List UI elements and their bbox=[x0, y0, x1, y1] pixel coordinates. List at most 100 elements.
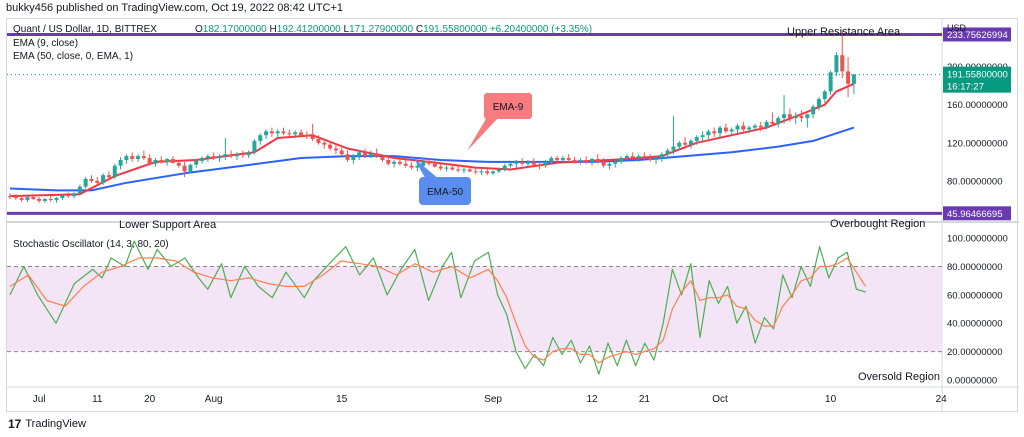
candle-body bbox=[95, 180, 100, 183]
stoch-k-line bbox=[9, 240, 866, 375]
candle bbox=[811, 104, 816, 119]
candle-body bbox=[229, 154, 234, 157]
candle-body bbox=[205, 156, 210, 159]
candle-body bbox=[613, 161, 618, 164]
candle bbox=[42, 198, 47, 203]
candle bbox=[95, 177, 100, 185]
candle bbox=[607, 161, 612, 170]
candle-body bbox=[822, 91, 827, 99]
candle-body bbox=[479, 171, 484, 173]
candle-body bbox=[805, 114, 810, 119]
candle-body bbox=[141, 156, 146, 159]
stochastic-layer bbox=[9, 240, 867, 375]
time-tick-label: 15 bbox=[336, 394, 348, 405]
resistance-price-tag bbox=[943, 27, 1011, 42]
candle-body bbox=[758, 125, 763, 128]
candle bbox=[491, 170, 496, 176]
last-price-countdown: 16:17:27 bbox=[947, 82, 984, 93]
candle bbox=[246, 150, 251, 159]
candle bbox=[851, 73, 856, 94]
stoch-tick-label: 0.00000000 bbox=[947, 375, 997, 386]
candle-body bbox=[136, 156, 141, 159]
candle bbox=[595, 154, 600, 164]
candle bbox=[502, 163, 507, 172]
candle-body bbox=[72, 193, 77, 197]
candle-body bbox=[415, 165, 420, 168]
candle-body bbox=[188, 164, 193, 172]
candle bbox=[805, 114, 810, 128]
candle bbox=[688, 139, 693, 149]
candle-body bbox=[578, 159, 583, 162]
candle bbox=[723, 123, 728, 134]
candle-body bbox=[194, 160, 199, 165]
candle-body bbox=[566, 158, 571, 160]
ema-9-legend[interactable]: EMA (9, close) bbox=[13, 38, 78, 49]
ema-9-callout-box bbox=[484, 93, 532, 119]
horizontal-lines-layer: 233.75626994 45.96466695 bbox=[7, 27, 1011, 221]
stochastic-axis[interactable]: 100.00000000 80.00000000 60.00000000 40.000… bbox=[947, 234, 1008, 387]
candle bbox=[240, 150, 245, 159]
ohlc-close-label: C bbox=[416, 24, 423, 35]
candle bbox=[677, 140, 682, 151]
candle bbox=[560, 156, 565, 164]
candle bbox=[659, 152, 664, 162]
candle-body bbox=[584, 159, 589, 162]
candle bbox=[584, 156, 589, 164]
time-tick-label: 11 bbox=[92, 394, 103, 405]
candle-body bbox=[543, 161, 548, 166]
candle bbox=[566, 154, 571, 162]
candle-body bbox=[304, 135, 309, 137]
candle-body bbox=[520, 161, 525, 164]
candle-body bbox=[42, 199, 47, 201]
candle-body bbox=[846, 71, 851, 84]
candle-body bbox=[624, 156, 629, 159]
candle-body bbox=[793, 116, 798, 119]
candle bbox=[136, 154, 141, 162]
stoch-tick-label: 40.00000000 bbox=[947, 319, 1002, 330]
candle bbox=[141, 150, 146, 160]
candle bbox=[19, 195, 24, 202]
candle-body bbox=[316, 139, 321, 143]
candle bbox=[572, 157, 577, 164]
candle bbox=[630, 152, 635, 160]
candle-body bbox=[491, 171, 496, 174]
time-tick-label: 20 bbox=[144, 394, 156, 405]
ema-50-callout-box bbox=[419, 177, 471, 205]
candle bbox=[211, 152, 216, 160]
candle bbox=[31, 194, 36, 200]
candle bbox=[694, 135, 699, 145]
ema-50-callout-text: EMA-50 bbox=[427, 187, 464, 198]
footer-brand[interactable]: 17 TradingView bbox=[8, 417, 86, 431]
candle bbox=[764, 119, 769, 130]
candle bbox=[549, 156, 554, 164]
candle bbox=[66, 192, 71, 199]
candle bbox=[281, 127, 286, 136]
overbought-label: Overbought Region bbox=[830, 218, 925, 230]
candle-body bbox=[368, 153, 373, 157]
candle bbox=[758, 121, 763, 132]
candle bbox=[200, 156, 205, 164]
stoch-title[interactable]: Stochastic Oscillator (14, 3, 80, 20) bbox=[13, 239, 169, 250]
candle bbox=[77, 184, 82, 195]
candle bbox=[683, 137, 688, 149]
candle-body bbox=[217, 156, 222, 159]
candle-body bbox=[339, 150, 344, 155]
candle-body bbox=[374, 153, 379, 158]
candle bbox=[310, 123, 315, 141]
candle-body bbox=[729, 129, 734, 132]
candle-body bbox=[718, 127, 723, 134]
chart-canvas[interactable]: 233.75626994 45.96466695 20 0.00000000 160.… bbox=[7, 19, 1019, 413]
time-axis[interactable]: Jul 11 20 Aug 15 Sep 12 21 Oct 10 24 bbox=[33, 394, 947, 405]
candle-body bbox=[723, 127, 728, 132]
ohlc-open-label: O bbox=[195, 24, 203, 35]
ema-50-legend[interactable]: EMA (50, close, 0, EMA, 1) bbox=[13, 51, 133, 62]
ema-50-layer bbox=[9, 126, 855, 192]
price-pane[interactable] bbox=[7, 19, 942, 219]
candle-body bbox=[747, 127, 752, 130]
time-tick-label: Oct bbox=[712, 394, 728, 405]
candle-body bbox=[735, 125, 740, 130]
candle-body bbox=[8, 196, 12, 198]
candle-body bbox=[176, 162, 181, 166]
time-tick-label: 24 bbox=[936, 394, 948, 405]
candle-body bbox=[293, 132, 298, 135]
